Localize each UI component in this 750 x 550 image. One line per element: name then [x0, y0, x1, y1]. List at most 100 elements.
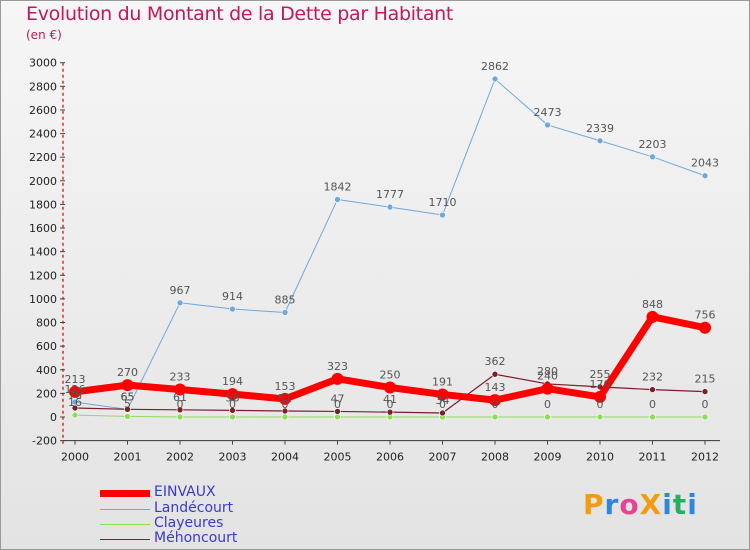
data-label-einvaux: 240 [537, 370, 558, 383]
data-label-clayeures: 0 [387, 398, 394, 411]
data-point-landecourt [439, 211, 446, 219]
data-point-landecourt [176, 299, 184, 307]
y-tick-label: 1000 [29, 293, 57, 306]
data-label-einvaux: 170 [590, 378, 611, 391]
data-point-landecourt [281, 309, 289, 316]
data-label-einvaux: 250 [380, 368, 401, 381]
logo-letter: P [583, 488, 605, 521]
data-label-landecourt: 2862 [481, 60, 509, 73]
data-label-landecourt: 126 [65, 383, 86, 396]
x-tick-label: 2006 [376, 451, 404, 464]
data-label-einvaux: 194 [222, 375, 243, 388]
data-label-clayeures: 0 [229, 398, 236, 411]
data-point-einvaux [174, 383, 186, 396]
data-label-mehoncourt: 34 [436, 394, 450, 407]
data-point-einvaux [226, 388, 239, 401]
data-label-landecourt: 2473 [534, 106, 562, 119]
data-label-einvaux: 143 [485, 381, 506, 394]
x-tick-label: 2000 [61, 451, 89, 464]
y-tick-label: 1400 [29, 246, 57, 259]
logo-letter: i [662, 488, 673, 521]
data-point-einvaux [699, 321, 711, 334]
data-label-landecourt: 967 [170, 284, 191, 297]
data-label-clayeures: 0 [649, 398, 656, 411]
data-point-landecourt [334, 196, 341, 203]
data-point-mehoncourt [176, 406, 184, 414]
data-point-landecourt [386, 203, 394, 211]
data-label-einvaux: 848 [642, 298, 663, 311]
data-point-clayeures [491, 413, 499, 421]
data-point-mehoncourt [439, 409, 446, 417]
legend-swatch-einvaux [100, 490, 150, 497]
y-tick-label: 1200 [29, 269, 57, 282]
data-point-clayeures [176, 413, 184, 421]
y-tick-label: 3000 [29, 57, 57, 70]
legend-swatch-landecourt [100, 509, 150, 510]
legend-label-landecourt: Landécourt [154, 500, 234, 516]
data-point-einvaux [384, 381, 396, 394]
legend-label-clayeures: Clayeures [154, 515, 224, 531]
y-tick-label: 200 [36, 387, 57, 400]
x-tick-label: 2004 [271, 451, 299, 464]
legend-swatch-mehoncourt [100, 539, 150, 540]
x-tick-label: 2002 [166, 451, 194, 464]
data-label-clayeures: 0 [597, 398, 604, 411]
data-label-mehoncourt: 65 [121, 390, 135, 403]
data-point-einvaux [646, 310, 659, 323]
data-label-einvaux: 323 [327, 360, 348, 373]
data-point-mehoncourt [649, 386, 656, 393]
data-point-clayeures [334, 413, 341, 421]
data-point-clayeures [701, 413, 709, 421]
data-label-clayeures: 0 [439, 398, 446, 411]
data-point-mehoncourt [334, 408, 341, 415]
data-label-einvaux: 153 [275, 380, 296, 393]
data-point-mehoncourt [281, 407, 289, 415]
y-tick-label: 2600 [29, 104, 57, 117]
data-label-mehoncourt: 362 [485, 355, 506, 368]
x-tick-label: 2010 [586, 451, 614, 464]
data-label-mehoncourt: 56 [226, 391, 240, 404]
data-point-einvaux [279, 392, 291, 405]
data-label-landecourt: 1777 [376, 188, 404, 201]
data-point-mehoncourt [71, 404, 79, 412]
y-tick-label: 2400 [29, 128, 57, 141]
data-point-clayeures [544, 413, 551, 421]
data-point-mehoncourt [491, 370, 499, 378]
data-label-landecourt: 2339 [586, 122, 614, 135]
data-point-einvaux [331, 372, 344, 385]
y-tick-label: 2000 [29, 175, 57, 188]
data-point-landecourt [544, 121, 551, 129]
data-label-clayeures: 0 [544, 398, 551, 411]
data-label-clayeures: 0 [282, 398, 289, 411]
data-point-einvaux [541, 382, 554, 395]
data-point-mehoncourt [386, 408, 394, 416]
data-label-mehoncourt: 61 [173, 391, 187, 404]
data-label-einvaux: 270 [117, 366, 138, 379]
data-point-landecourt [229, 305, 236, 313]
logo-letter: t [672, 488, 688, 521]
data-point-einvaux [594, 390, 606, 403]
data-point-landecourt [649, 153, 656, 161]
data-label-mehoncourt: 280 [537, 365, 558, 378]
data-label-einvaux: 191 [432, 375, 453, 388]
y-tick-label: 2200 [29, 151, 57, 164]
data-point-clayeures [124, 413, 131, 420]
data-label-mehoncourt: 215 [695, 373, 716, 386]
data-label-einvaux: 233 [170, 370, 191, 383]
data-point-mehoncourt [229, 407, 236, 414]
data-point-einvaux [121, 379, 134, 392]
data-label-einvaux: 756 [695, 309, 716, 322]
logo-letter: X [639, 488, 663, 521]
x-tick-label: 2005 [324, 451, 352, 464]
data-label-mehoncourt: 47 [331, 392, 345, 405]
proxiti-logo: ProXiti [583, 488, 698, 521]
data-point-mehoncourt [124, 406, 131, 413]
x-tick-label: 2011 [639, 451, 667, 464]
data-label-landecourt: 1710 [429, 196, 457, 209]
y-tick-label: 2800 [29, 80, 57, 93]
x-tick-label: 2012 [691, 451, 719, 464]
logo-letter: o [619, 488, 640, 521]
legend-item-einvaux: EINVAUX [100, 484, 300, 501]
data-label-landecourt: 914 [222, 290, 243, 303]
